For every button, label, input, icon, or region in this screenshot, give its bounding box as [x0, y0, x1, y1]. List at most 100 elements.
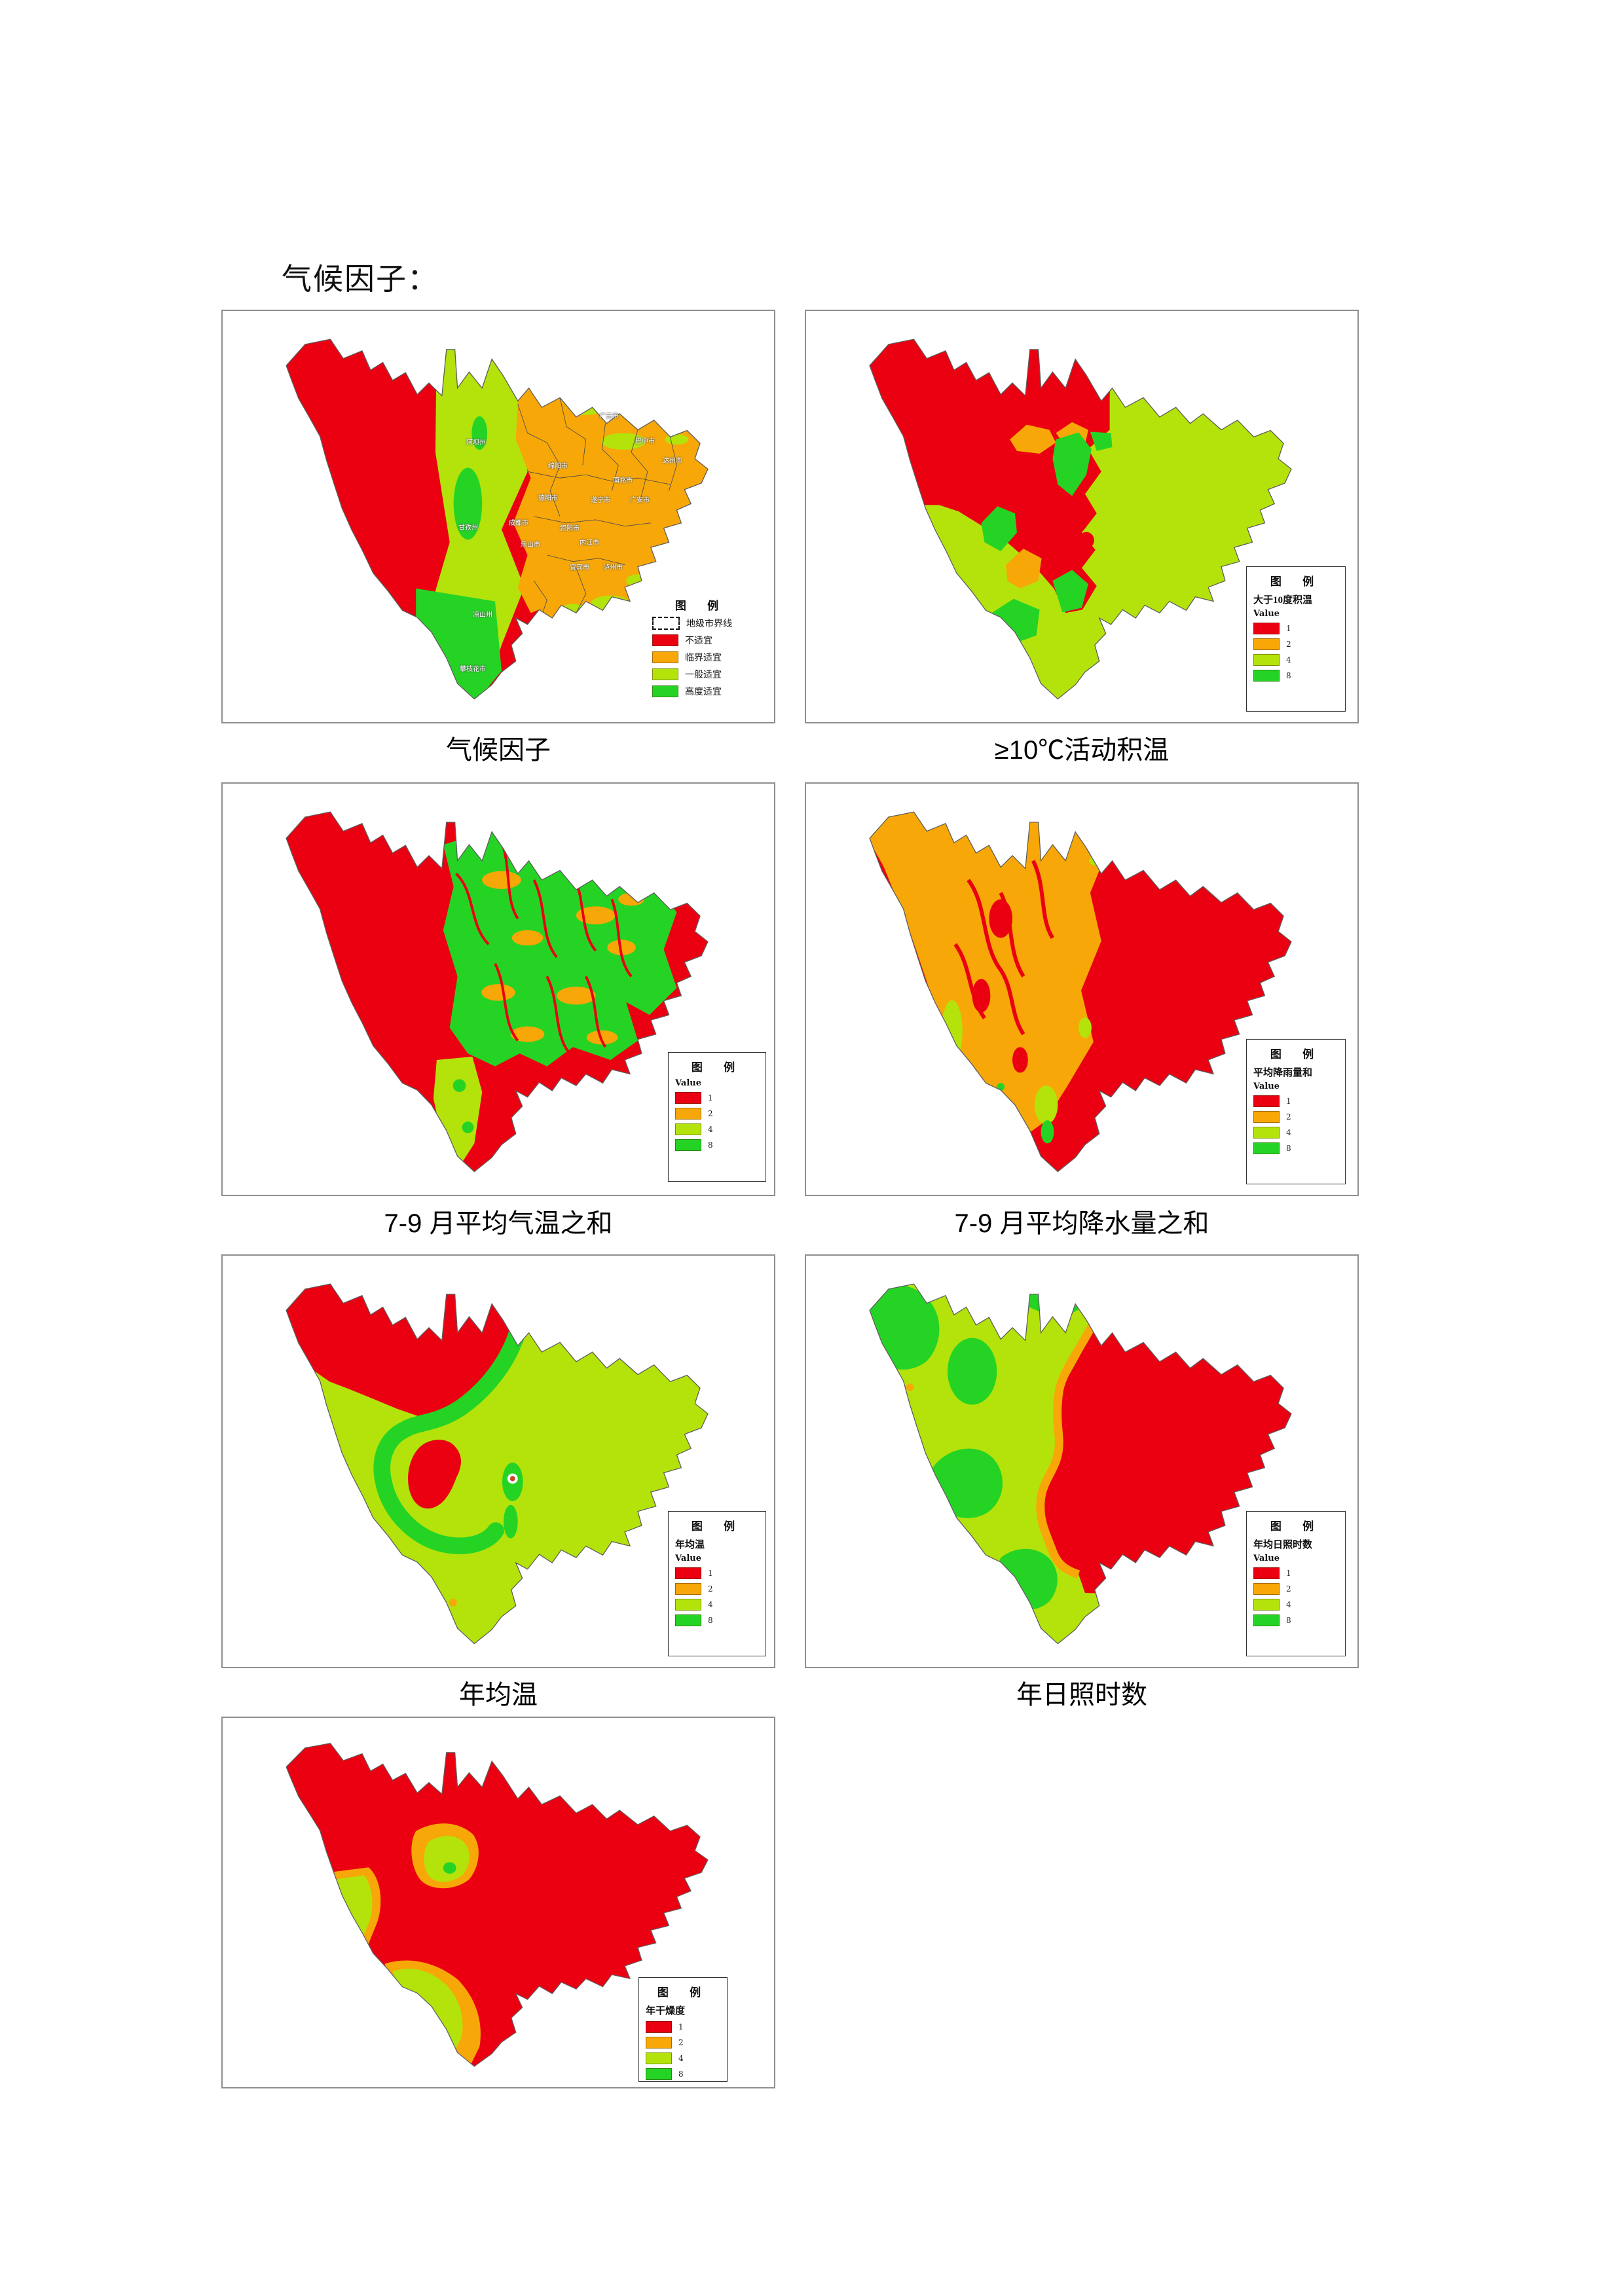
legend-subtitle: 平均降雨量和 — [1253, 1068, 1313, 1078]
legend-subtitle: 年均温 — [675, 1540, 705, 1550]
legend-subtitle: 年均日照时数 — [1253, 1540, 1313, 1550]
figure-caption: ≥10℃活动积温 — [994, 736, 1170, 765]
annual-mean-temperature-map — [286, 1283, 709, 1645]
legend-value: 8 — [678, 2069, 684, 2079]
legend-value: 4 — [1286, 1600, 1291, 1609]
legend-value: 4 — [708, 1125, 713, 1134]
yellowgreen-swatch — [1253, 654, 1280, 666]
legend: 图 例 地级市界线 不适宜 临界适宜 一般适宜 高度适宜 — [646, 591, 756, 708]
legend-value: 1 — [678, 2022, 684, 2032]
legend-title: 图 例 — [691, 1520, 745, 1533]
legend-value: 1 — [1286, 624, 1291, 633]
red-swatch — [1253, 623, 1280, 634]
green-swatch — [1253, 670, 1280, 682]
yellowgreen-swatch — [1253, 1599, 1280, 1611]
figure-caption: 7-9 月平均气温之和 — [384, 1209, 613, 1238]
legend-title: 图 例 — [674, 600, 728, 612]
yellowgreen-swatch — [646, 2052, 672, 2064]
legend-value-label: Value — [675, 1554, 701, 1563]
green-swatch — [1253, 1614, 1280, 1626]
green-swatch — [646, 2068, 672, 2080]
boundary-swatch — [652, 617, 680, 630]
green-swatch — [675, 1614, 701, 1626]
figure-caption: 气候因子 — [446, 736, 551, 765]
orange-swatch — [675, 1108, 701, 1120]
legend-title: 图 例 — [657, 1986, 710, 1999]
legend-label: 地级市界线 — [686, 619, 732, 629]
legend-label: 临界适宜 — [685, 653, 722, 663]
red-swatch — [646, 2021, 672, 2033]
legend: 图 例 年干燥度 1 2 4 8 — [638, 1977, 728, 2082]
legend-title: 图 例 — [1270, 1048, 1323, 1061]
legend-value: 1 — [1286, 1097, 1291, 1106]
yellowgreen-swatch — [652, 668, 678, 680]
legend-title: 图 例 — [691, 1061, 745, 1074]
legend-value: 8 — [1286, 671, 1291, 680]
accumulated-temperature-map — [869, 338, 1292, 700]
green-swatch — [652, 685, 678, 697]
annual-dryness-map — [286, 1743, 709, 2068]
red-swatch — [1253, 1095, 1280, 1107]
legend-title: 图 例 — [1270, 1520, 1323, 1533]
yellowgreen-swatch — [675, 1599, 701, 1611]
legend-value: 8 — [1286, 1616, 1291, 1625]
climate-factor-map — [286, 338, 709, 700]
legend-value: 8 — [1286, 1144, 1291, 1153]
figure-temperature-sum: 图 例 Value 1 2 4 8 — [221, 782, 775, 1196]
legend-value: 4 — [1286, 655, 1291, 665]
yellowgreen-swatch — [1253, 1127, 1280, 1139]
legend-value: 1 — [708, 1093, 713, 1102]
legend-value: 2 — [1286, 1112, 1291, 1121]
page-title: 气候因子： — [282, 263, 439, 296]
yellowgreen-swatch — [675, 1123, 701, 1135]
legend-title: 图 例 — [1270, 575, 1323, 588]
legend: 图 例 平均降雨量和 Value 1 2 4 8 — [1246, 1039, 1346, 1184]
legend-value: 2 — [678, 2038, 684, 2047]
figure-caption: 年日照时数 — [1016, 1681, 1147, 1709]
legend-value: 8 — [708, 1616, 713, 1625]
red-swatch — [1253, 1567, 1280, 1579]
precipitation-sum-map — [869, 811, 1292, 1173]
legend-value: 2 — [708, 1109, 713, 1118]
legend-value: 4 — [678, 2054, 684, 2063]
red-swatch — [675, 1567, 701, 1579]
figure-annual-dryness: 图 例 年干燥度 1 2 4 8 — [221, 1717, 775, 2088]
legend-value: 4 — [708, 1600, 713, 1609]
green-swatch — [675, 1139, 701, 1151]
annual-sunshine-hours-map — [869, 1283, 1292, 1645]
orange-swatch — [652, 651, 678, 663]
figure-precipitation-sum: 图 例 平均降雨量和 Value 1 2 4 8 — [805, 782, 1359, 1196]
legend-value-label: Value — [1253, 609, 1280, 619]
legend: 图 例 大于10度积温 Value 1 2 4 8 — [1246, 566, 1346, 712]
red-swatch — [652, 634, 678, 646]
legend: 图 例 年均日照时数 Value 1 2 4 8 — [1246, 1511, 1346, 1656]
legend-value: 8 — [708, 1140, 713, 1150]
legend-label: 高度适宜 — [685, 687, 722, 697]
legend-value: 4 — [1286, 1128, 1291, 1137]
orange-swatch — [1253, 1111, 1280, 1123]
orange-swatch — [1253, 638, 1280, 650]
figure-caption: 年均温 — [459, 1681, 538, 1709]
legend-label: 一般适宜 — [685, 670, 722, 680]
legend: 图 例 Value 1 2 4 8 — [668, 1052, 766, 1182]
legend-subtitle: 大于10度积温 — [1253, 595, 1313, 606]
legend-value: 1 — [708, 1569, 713, 1578]
legend-value-label: Value — [1253, 1082, 1280, 1091]
figure-caption: 7-9 月平均降水量之和 — [954, 1209, 1209, 1238]
legend-value: 2 — [1286, 1584, 1291, 1594]
legend-value-label: Value — [675, 1078, 701, 1088]
legend-label: 不适宜 — [685, 636, 712, 646]
green-swatch — [1253, 1142, 1280, 1154]
legend-value: 2 — [1286, 640, 1291, 649]
red-swatch — [675, 1092, 701, 1104]
legend-subtitle: 年干燥度 — [646, 2006, 686, 2016]
figure-annual-sunshine-hours: 图 例 年均日照时数 Value 1 2 4 8 — [805, 1254, 1359, 1668]
figure-climate-factor: 阿坝州 甘孜州 凉山州 攀枝花市 广元市 绵阳市 巴中市 达州市 南充市 德阳市… — [221, 310, 775, 723]
temperature-sum-map — [286, 811, 709, 1173]
orange-swatch — [646, 2037, 672, 2049]
orange-swatch — [1253, 1583, 1280, 1595]
figure-annual-mean-temperature: 图 例 年均温 Value 1 2 4 8 — [221, 1254, 775, 1668]
legend: 图 例 年均温 Value 1 2 4 8 — [668, 1511, 766, 1656]
orange-swatch — [675, 1583, 701, 1595]
